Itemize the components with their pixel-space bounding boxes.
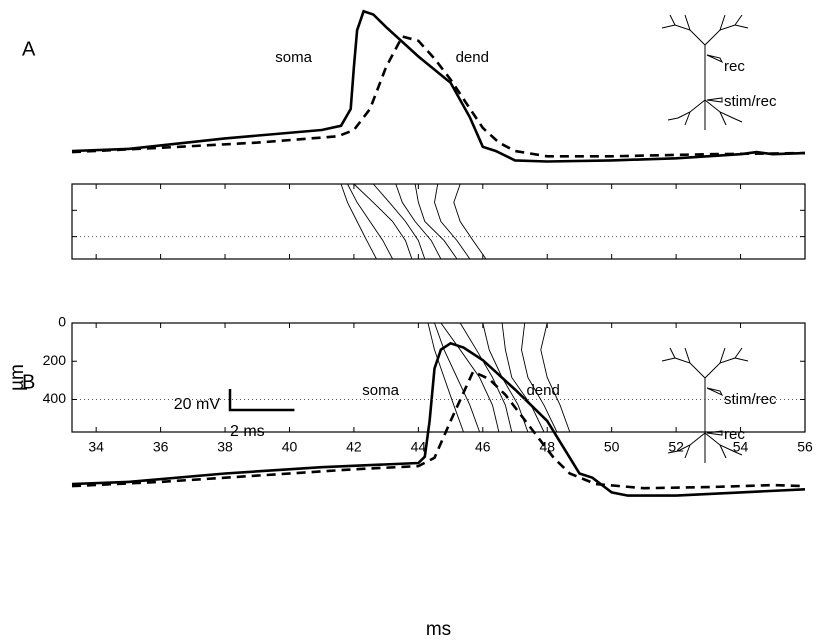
contour-line xyxy=(453,183,487,260)
scale-bar xyxy=(228,389,295,412)
series-label: soma xyxy=(362,382,399,399)
contour-line xyxy=(340,183,377,260)
x-tick-label: 50 xyxy=(604,439,620,455)
electrode-label: stim/rec xyxy=(724,391,777,408)
series-label: dend xyxy=(456,49,489,66)
electrode-label: stim/rec xyxy=(724,93,777,110)
x-tick-label: 46 xyxy=(475,439,491,455)
neuron-icon xyxy=(661,347,749,463)
contour-line xyxy=(347,183,393,260)
x-tick-label: 42 xyxy=(346,439,362,455)
contour-line xyxy=(414,183,458,260)
x-axis-label: ms xyxy=(426,619,451,640)
electrode-label: rec xyxy=(724,58,745,75)
plot-frame xyxy=(71,322,806,433)
x-tick-label: 38 xyxy=(217,439,233,455)
contour-line xyxy=(501,322,545,433)
x-tick-label: 36 xyxy=(153,439,169,455)
neuron-icon xyxy=(661,14,749,130)
y-tick-label: 200 xyxy=(43,352,67,368)
contour-line xyxy=(459,322,513,433)
contour-line xyxy=(353,183,413,260)
trace xyxy=(71,9,806,163)
contour-line xyxy=(434,183,471,260)
panel-label: A xyxy=(22,38,36,60)
contour-line xyxy=(434,322,481,433)
x-tick-label: 40 xyxy=(282,439,298,455)
x-tick-label: 54 xyxy=(733,439,749,455)
trace xyxy=(71,34,806,158)
contour-line xyxy=(482,322,529,433)
y-axis-label: µm xyxy=(7,364,28,391)
contour-line xyxy=(540,322,571,433)
x-tick-label: 48 xyxy=(539,439,555,455)
scale-bar-label: 20 mV xyxy=(174,396,221,413)
x-tick-label: 34 xyxy=(88,439,104,455)
contour-line xyxy=(521,322,558,433)
panel-label: B xyxy=(22,371,35,393)
trace xyxy=(71,341,806,497)
contour-line xyxy=(427,322,464,433)
y-tick-label: 0 xyxy=(58,314,66,330)
plot-frame xyxy=(71,183,806,260)
contour-line xyxy=(440,322,500,433)
x-tick-label: 44 xyxy=(411,439,427,455)
electrode-label: rec xyxy=(724,426,745,443)
x-tick-label: 52 xyxy=(668,439,684,455)
x-tick-label: 56 xyxy=(797,439,813,455)
trace xyxy=(71,369,806,490)
series-label: soma xyxy=(275,49,312,66)
y-tick-label: 400 xyxy=(43,390,67,406)
contour-line xyxy=(395,183,442,260)
series-label: dend xyxy=(526,382,559,399)
contour-line xyxy=(372,183,426,260)
